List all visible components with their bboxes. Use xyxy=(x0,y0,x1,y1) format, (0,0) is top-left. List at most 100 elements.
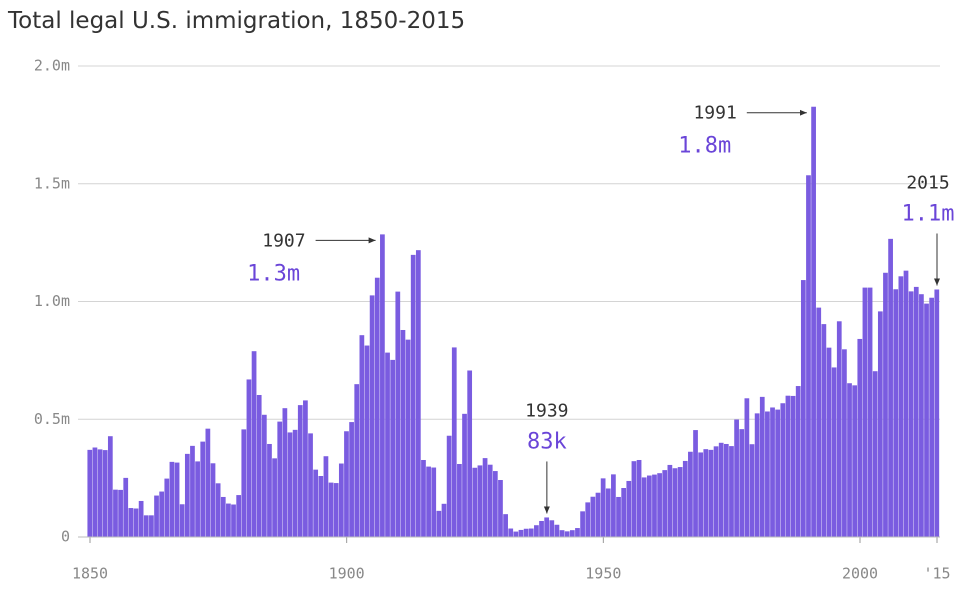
bar xyxy=(877,311,883,537)
annotation-value: 1.8m xyxy=(678,134,731,159)
chart-title: Total legal U.S. immigration, 1850-2015 xyxy=(7,8,465,34)
y-tick-label: 0.5m xyxy=(34,410,70,428)
bar xyxy=(677,467,683,537)
bar xyxy=(92,447,98,537)
bar xyxy=(508,528,514,537)
bar xyxy=(451,347,457,537)
bar xyxy=(544,517,550,537)
bar xyxy=(236,495,242,537)
bar xyxy=(770,407,775,537)
bar xyxy=(395,291,401,537)
bar xyxy=(349,422,354,537)
bar xyxy=(220,496,226,537)
bar xyxy=(487,464,493,537)
bar xyxy=(888,238,893,537)
bar xyxy=(913,286,919,537)
bar xyxy=(251,351,257,537)
bar xyxy=(754,413,760,537)
bar xyxy=(688,451,693,537)
bar xyxy=(759,396,765,537)
bar xyxy=(528,528,534,537)
bar xyxy=(780,403,786,537)
bar xyxy=(303,400,308,537)
bar xyxy=(441,503,447,537)
bar xyxy=(703,449,709,537)
bar xyxy=(123,477,129,537)
bar xyxy=(405,339,411,537)
bar xyxy=(190,445,195,537)
bar xyxy=(549,520,555,537)
bar xyxy=(200,441,206,537)
bar xyxy=(246,379,252,537)
bar xyxy=(641,477,647,537)
bar xyxy=(667,464,673,537)
bar xyxy=(267,443,272,537)
bar xyxy=(867,287,873,537)
bar xyxy=(133,508,139,537)
bar xyxy=(739,429,745,537)
bar xyxy=(143,515,149,537)
bar xyxy=(872,371,878,537)
x-tick-label: 1950 xyxy=(585,565,621,583)
bar xyxy=(97,449,103,537)
bar xyxy=(102,450,108,537)
bar xyxy=(831,367,837,537)
bar xyxy=(328,482,334,537)
bar xyxy=(806,175,811,537)
bar xyxy=(333,483,339,537)
bar xyxy=(585,502,591,537)
bar xyxy=(159,491,165,537)
bar xyxy=(657,473,662,537)
bar xyxy=(924,303,929,537)
bar xyxy=(672,468,678,537)
bar xyxy=(908,291,914,537)
bar xyxy=(107,436,113,537)
bar xyxy=(261,414,267,537)
bar xyxy=(862,287,868,537)
bar xyxy=(600,478,606,537)
bar xyxy=(534,525,539,537)
bar xyxy=(857,338,863,537)
bar xyxy=(477,465,483,537)
annotation-value: 83k xyxy=(527,429,567,454)
bar xyxy=(821,324,827,537)
bar xyxy=(744,398,750,537)
bar xyxy=(446,435,452,537)
bar xyxy=(282,408,288,537)
bar xyxy=(564,531,570,537)
bar xyxy=(292,429,298,537)
bar xyxy=(323,456,329,537)
bar xyxy=(169,461,175,537)
bar xyxy=(934,289,940,537)
bar xyxy=(682,460,688,537)
bar xyxy=(611,474,616,537)
y-tick-label: 2.0m xyxy=(34,57,70,75)
bar xyxy=(431,467,437,537)
bar xyxy=(723,443,729,537)
bar xyxy=(847,383,852,537)
bar xyxy=(492,471,498,537)
y-tick-label: 1.5m xyxy=(34,174,70,192)
bar xyxy=(734,419,739,537)
bar xyxy=(590,496,596,537)
bar xyxy=(800,280,806,537)
bar xyxy=(287,432,293,537)
bar xyxy=(226,503,231,537)
bar xyxy=(708,449,714,537)
bar xyxy=(231,504,236,537)
bar xyxy=(513,531,519,537)
bar xyxy=(842,349,847,537)
bar xyxy=(164,478,170,537)
bar xyxy=(354,384,360,537)
bar xyxy=(898,276,904,537)
annotation-year: 1939 xyxy=(525,400,568,421)
bar xyxy=(179,504,185,537)
bar xyxy=(559,530,565,537)
bar xyxy=(390,359,396,537)
bar xyxy=(436,510,442,537)
bar xyxy=(626,480,632,537)
bar xyxy=(693,430,698,537)
bar xyxy=(118,489,123,537)
bar xyxy=(385,352,390,537)
